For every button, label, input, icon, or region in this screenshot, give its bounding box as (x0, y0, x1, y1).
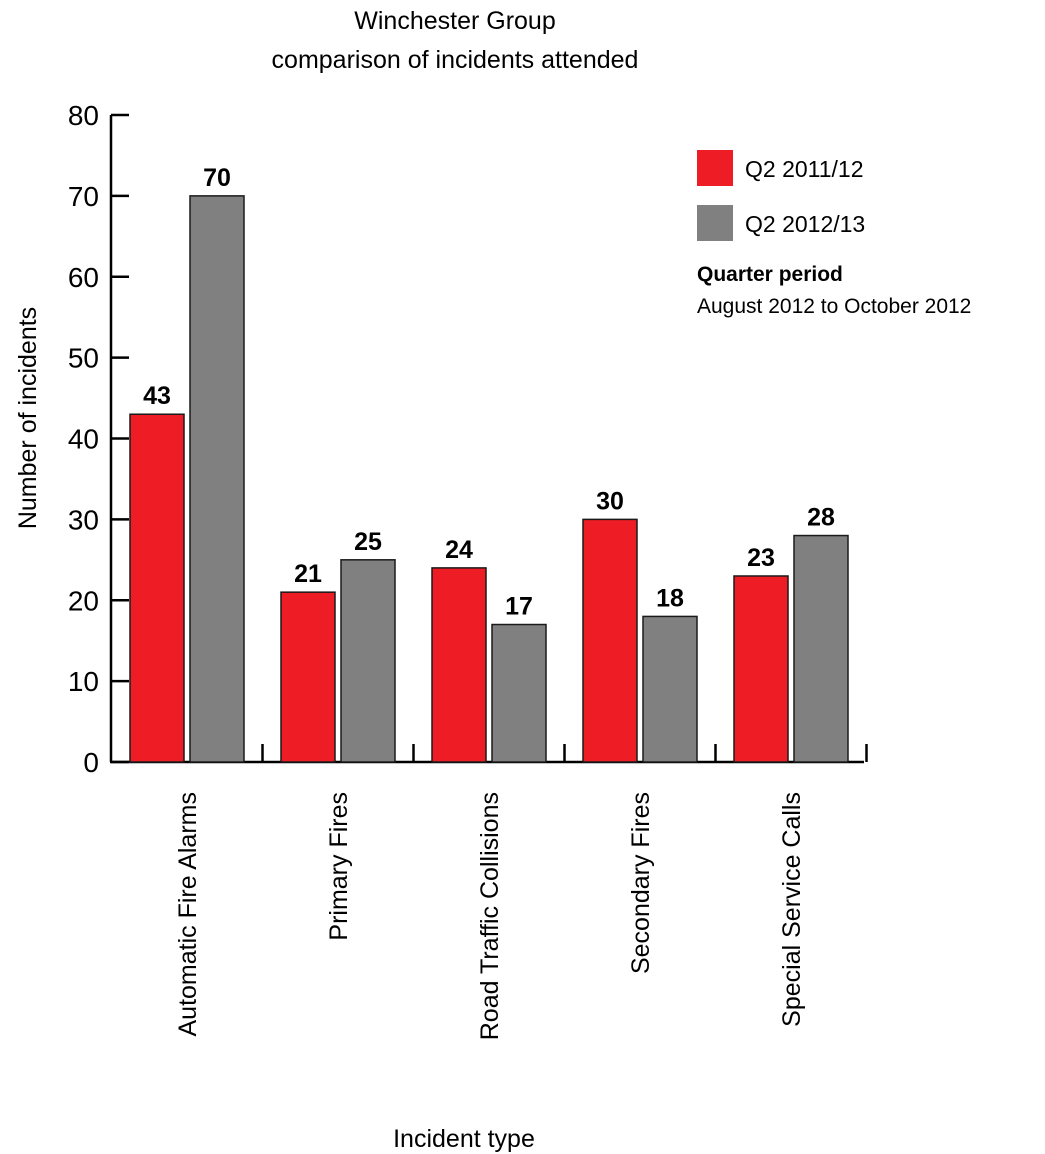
y-tick-label: 80 (68, 100, 99, 131)
y-tick-label: 10 (68, 666, 99, 697)
bar-q2-2012-13 (793, 534, 849, 763)
legend-swatch-q2-2012-13 (697, 205, 733, 241)
y-tick-label: 50 (68, 343, 99, 374)
bar-q2-2011-12 (280, 591, 336, 763)
quarter-period-text: August 2012 to October 2012 (697, 295, 971, 318)
category-label: Primary Fires (325, 792, 353, 941)
bar-q2-2011-12 (129, 413, 185, 763)
data-label: 23 (747, 544, 775, 572)
bar-q2-2012-13 (340, 559, 396, 763)
y-axis-label: Number of incidents (14, 307, 42, 529)
category-labels: Automatic Fire Alarms Primary Fires Road T… (174, 792, 806, 1040)
y-tick-label: 30 (68, 504, 99, 535)
x-axis-label: Incident type (393, 1125, 535, 1153)
y-tick-label: 0 (83, 747, 99, 778)
data-label: 70 (203, 164, 231, 192)
bar-q2-2012-13 (189, 195, 245, 763)
legend-label-q2-2011-12: Q2 2011/12 (745, 156, 864, 182)
bar-q2-2011-12 (582, 518, 638, 763)
bars (129, 195, 849, 763)
legend-swatch-q2-2011-12 (697, 150, 733, 186)
bar-q2-2012-13 (642, 615, 698, 763)
x-ticks (261, 744, 868, 762)
data-label: 43 (143, 382, 171, 410)
data-labels: 43 70 21 25 24 17 30 18 23 28 (143, 164, 835, 621)
data-label: 17 (505, 593, 533, 621)
y-tick-label: 40 (68, 424, 99, 455)
bar-q2-2012-13 (491, 623, 547, 763)
chart-title-line-2: comparison of incidents attended (272, 46, 639, 74)
category-label: Automatic Fire Alarms (174, 792, 202, 1037)
legend-label-q2-2012-13: Q2 2012/13 (745, 211, 865, 237)
category-label: Road Traffic Collisions (476, 792, 504, 1040)
bar-q2-2011-12 (431, 567, 487, 763)
y-ticks: 0 10 20 30 40 50 60 70 80 (68, 100, 129, 778)
legend: Q2 2011/12 Q2 2012/13 (697, 150, 865, 241)
category-label: Secondary Fires (627, 792, 655, 974)
chart-title-line-1: Winchester Group (354, 7, 555, 35)
y-tick-label: 70 (68, 181, 99, 212)
data-label: 28 (807, 504, 835, 532)
y-tick-label: 20 (68, 585, 99, 616)
data-label: 21 (294, 560, 322, 588)
data-label: 30 (596, 487, 624, 515)
data-label: 24 (445, 536, 473, 564)
bar-q2-2011-12 (733, 575, 789, 763)
category-label: Special Service Calls (778, 792, 806, 1027)
data-label: 18 (656, 584, 684, 612)
quarter-period-heading: Quarter period (697, 263, 843, 286)
y-tick-label: 60 (68, 262, 99, 293)
data-label: 25 (354, 528, 382, 556)
